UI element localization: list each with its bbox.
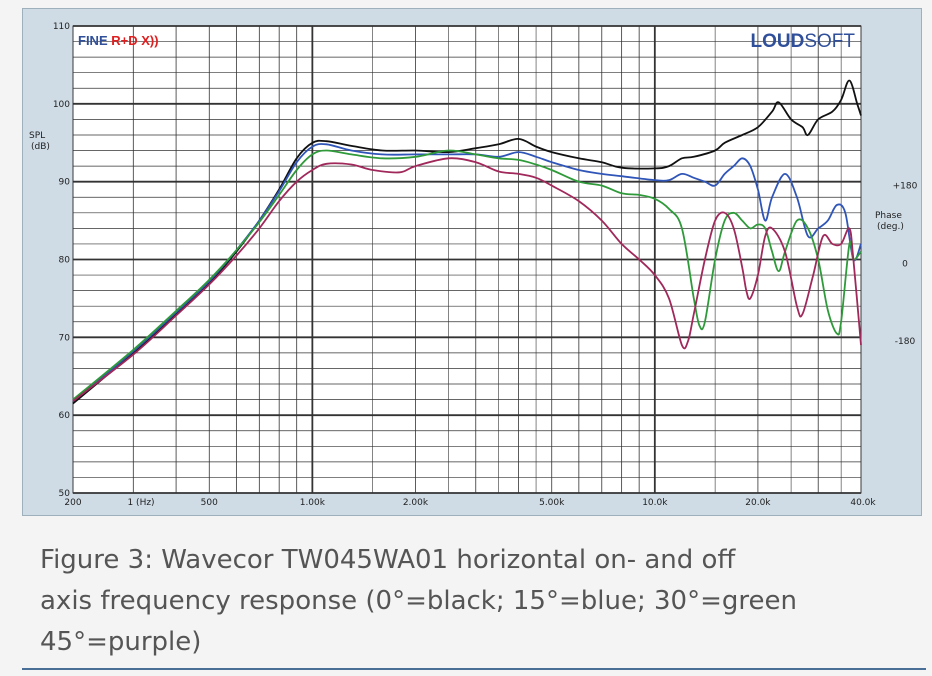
- x-tick-label: 1 (Hz): [127, 498, 154, 508]
- phase-tick-label: 0: [902, 259, 908, 269]
- x-tick-label: 10.0k: [642, 498, 668, 508]
- y-tick-label: 50: [59, 489, 71, 499]
- x-tick-labels: 200 1 (Hz) 500 1.00k 2.00k 5.00k 10.0k 20.0k 40.…: [64, 498, 876, 508]
- y-tick-label: 110: [53, 22, 70, 32]
- y-tick-label: 80: [59, 256, 71, 266]
- x-tick-label: 40.0k: [850, 498, 876, 508]
- series-line-purple: [72, 157, 862, 402]
- x-tick-label: 5.00k: [539, 498, 565, 508]
- caption-line-2: axis frequency response (0°=black; 15°=b…: [40, 586, 797, 616]
- series-line-black: [72, 79, 862, 405]
- series-layer: [72, 79, 862, 405]
- x-tick-label: 2.00k: [403, 498, 429, 508]
- y-tick-label: 100: [53, 100, 70, 110]
- loud-logo-text: LOUD: [751, 31, 805, 52]
- caption-line-3: 45°=purple): [40, 627, 202, 657]
- phase-tick-labels: +180 0 -180: [893, 182, 918, 348]
- y-tick-label: 70: [59, 333, 71, 343]
- x-tick-label: 1.00k: [300, 498, 326, 508]
- caption-line-1: Figure 3: Wavecor TW045WA01 horizontal o…: [40, 545, 736, 575]
- y-axis-label-line2: (dB): [31, 142, 50, 152]
- y-axis-label-line1: SPL: [29, 131, 45, 141]
- phase-tick-label: -180: [895, 337, 916, 347]
- series-line-green: [72, 149, 862, 401]
- y-tick-labels: 50 60 70 80 90 100 110: [53, 22, 70, 499]
- x-tick-label: 200: [64, 498, 81, 508]
- rdx-logo-text: R+D X)): [111, 33, 158, 48]
- phase-axis-label-line2: (deg.): [877, 222, 904, 232]
- caption-underline: [22, 668, 926, 670]
- x-tick-label: 20.0k: [745, 498, 771, 508]
- figure-caption: Figure 3: Wavecor TW045WA01 horizontal o…: [40, 540, 900, 663]
- frequency-response-chart: 50 60 70 80 90 100 110 +180 0 -180 200 1 (Hz) 500 1…: [29, 22, 918, 508]
- y-tick-label: 90: [59, 178, 71, 188]
- x-tick-label: 500: [201, 498, 218, 508]
- fine-logo-text: FINE: [78, 33, 111, 48]
- series-line-blue: [72, 143, 862, 402]
- grid-lines: [72, 25, 862, 494]
- y-tick-label: 60: [59, 411, 71, 421]
- chart-frame: 50 60 70 80 90 100 110 +180 0 -180 200 1 (Hz) 500 1…: [22, 8, 922, 516]
- loudsoft-logo: LOUDSOFT: [751, 31, 856, 52]
- phase-axis-label-line1: Phase: [875, 211, 902, 221]
- soft-logo-text: SOFT: [804, 31, 855, 52]
- phase-tick-label: +180: [893, 182, 918, 192]
- fine-rdx-logo: FINE R+D X)): [78, 33, 159, 48]
